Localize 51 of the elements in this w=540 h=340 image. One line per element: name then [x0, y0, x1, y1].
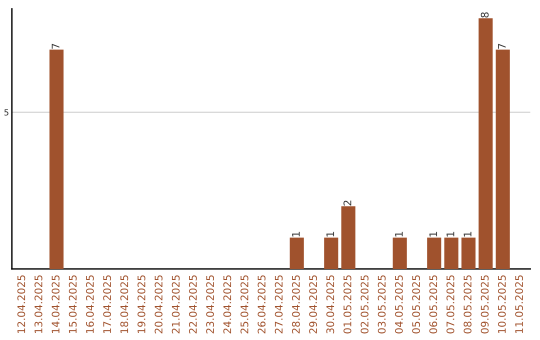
x-tick-label: 04.05.2025 [394, 275, 403, 334]
x-tick-label: 05.05.2025 [412, 275, 420, 334]
x-tick-label: 16.04.2025 [86, 275, 94, 333]
x-tick-label: 17.04.2025 [103, 275, 112, 333]
x-tick-label: 30.04.2025 [326, 275, 334, 334]
bar [392, 238, 407, 269]
x-tick-label: 10.05.2025 [498, 275, 506, 333]
x-tick-label: 15.04.2025 [68, 275, 77, 333]
bar [461, 238, 476, 269]
data-label: 1 [326, 232, 334, 236]
bar [290, 238, 304, 269]
x-tick-label: 24.04.2025 [223, 275, 232, 334]
x-tick-label: 07.05.2025 [446, 275, 454, 334]
data-label: 7 [498, 44, 506, 49]
data-label: 1 [429, 232, 438, 236]
data-label: 1 [446, 232, 454, 236]
x-tick-label: 08.05.2025 [464, 275, 472, 334]
x-tick-label: 20.04.2025 [154, 275, 163, 334]
bar [478, 18, 493, 269]
x-tick-label: 13.04.2025 [34, 275, 42, 333]
data-label: 2 [343, 200, 352, 206]
bar [427, 238, 442, 269]
bar [49, 50, 64, 269]
x-tick-label: 28.04.2025 [292, 275, 300, 334]
x-tick-label: 18.04.2025 [120, 275, 128, 333]
data-label: 1 [292, 232, 300, 236]
x-tick-label: 01.05.2025 [343, 275, 352, 334]
x-tick-label: 14.04.2025 [52, 275, 60, 333]
x-tick-label: 02.05.2025 [360, 275, 369, 334]
data-label: 1 [464, 232, 472, 236]
x-tick-label: 12.04.2025 [17, 275, 26, 333]
x-tick-label: 03.05.2025 [378, 275, 386, 334]
x-tick-label: 27.04.2025 [274, 275, 283, 334]
x-tick-label: 06.05.2025 [429, 275, 438, 334]
data-label: 7 [52, 44, 60, 49]
bar [496, 50, 510, 269]
x-tick-label: 22.04.2025 [188, 275, 197, 334]
x-tick-label: 29.04.2025 [309, 275, 318, 334]
x-tick-label: 09.05.2025 [480, 275, 489, 334]
bar [341, 206, 356, 269]
y-tick-label: 5 [4, 109, 8, 116]
x-tick-label: 23.04.2025 [206, 275, 214, 334]
x-tick-label: 19.04.2025 [137, 275, 146, 333]
x-tick-label: 21.04.2025 [172, 275, 180, 334]
bar [444, 238, 458, 269]
x-tick-label: 11.05.2025 [515, 275, 524, 333]
x-tick-label: 25.04.2025 [240, 275, 248, 334]
data-label: 1 [395, 232, 403, 236]
bar [324, 238, 338, 269]
x-tick-label: 26.04.2025 [258, 275, 266, 334]
data-label: 8 [480, 12, 489, 18]
